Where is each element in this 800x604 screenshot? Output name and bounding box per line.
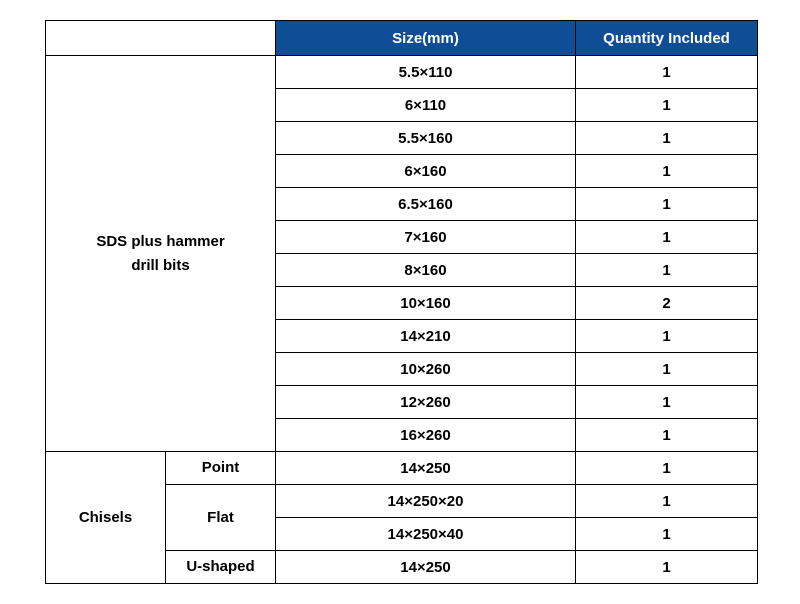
cell-size: 14×250×40 [276, 518, 576, 551]
category-label: SDS plus hammer drill bits [96, 230, 224, 278]
cell-qty: 2 [576, 287, 758, 320]
cell-size: 12×260 [276, 386, 576, 419]
cell-qty: 1 [576, 254, 758, 287]
cell-size: 14×210 [276, 320, 576, 353]
col-header-qty: Quantity Included [576, 21, 758, 56]
cell-qty: 1 [576, 386, 758, 419]
subcategory-flat: Flat [166, 485, 276, 551]
cell-size: 5.5×110 [276, 56, 576, 89]
category-chisels: Chisels [46, 452, 166, 584]
cell-qty: 1 [576, 56, 758, 89]
category-sds: SDS plus hammer drill bits [46, 56, 276, 452]
cell-qty: 1 [576, 419, 758, 452]
cell-size: 10×260 [276, 353, 576, 386]
header-blank [46, 21, 276, 56]
cell-size: 8×160 [276, 254, 576, 287]
cell-qty: 1 [576, 89, 758, 122]
cell-size: 5.5×160 [276, 122, 576, 155]
cell-qty: 1 [576, 221, 758, 254]
cell-size: 14×250 [276, 551, 576, 584]
cell-size: 6×160 [276, 155, 576, 188]
col-header-size: Size(mm) [276, 21, 576, 56]
cell-size: 14×250 [276, 452, 576, 485]
cell-qty: 1 [576, 518, 758, 551]
subcategory-point: Point [166, 452, 276, 485]
cell-qty: 1 [576, 188, 758, 221]
cell-size: 16×260 [276, 419, 576, 452]
cell-size: 7×160 [276, 221, 576, 254]
cell-qty: 1 [576, 353, 758, 386]
cell-size: 6×110 [276, 89, 576, 122]
table-row: SDS plus hammer drill bits 5.5×110 1 [46, 56, 758, 89]
cell-qty: 1 [576, 155, 758, 188]
subcategory-ushaped: U-shaped [166, 551, 276, 584]
table-row: Chisels Point 14×250 1 [46, 452, 758, 485]
table-header-row: Size(mm) Quantity Included [46, 21, 758, 56]
spec-table: Size(mm) Quantity Included SDS plus hamm… [45, 20, 758, 584]
cell-size: 10×160 [276, 287, 576, 320]
cell-qty: 1 [576, 320, 758, 353]
cell-size: 6.5×160 [276, 188, 576, 221]
cell-size: 14×250×20 [276, 485, 576, 518]
cell-qty: 1 [576, 485, 758, 518]
cell-qty: 1 [576, 452, 758, 485]
cell-qty: 1 [576, 551, 758, 584]
cell-qty: 1 [576, 122, 758, 155]
